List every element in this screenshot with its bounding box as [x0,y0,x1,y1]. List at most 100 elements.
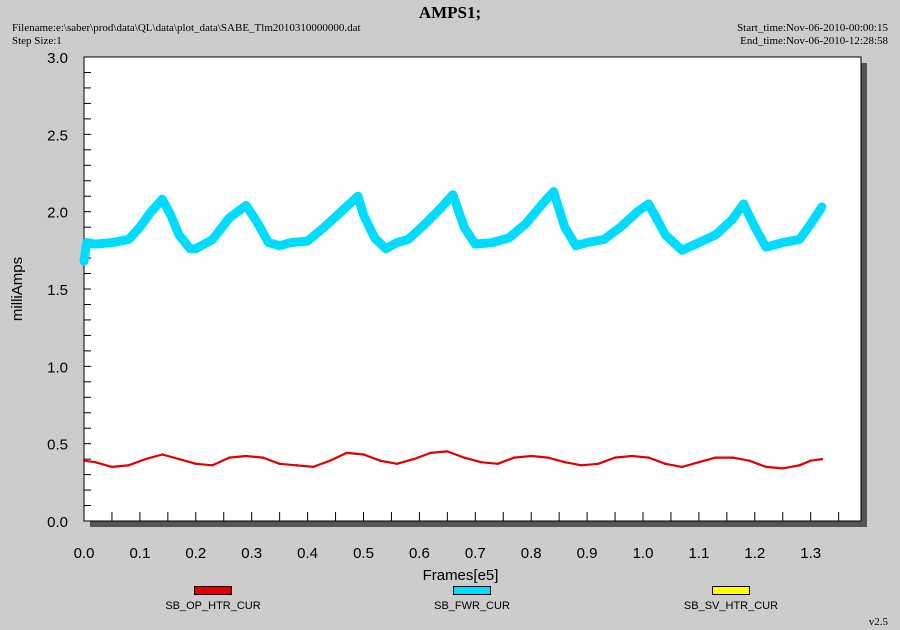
data-point-sb-fwr-cur [83,239,90,246]
data-point-sb-fwr-cur [461,224,468,231]
data-point-sb-fwr-cur [371,234,378,241]
y-tick-label: 1.5 [47,282,68,299]
data-point-sb-fwr-cur [539,200,546,207]
data-point-sb-fwr-cur [276,242,283,249]
data-point-sb-op-htr-cur [244,454,248,458]
data-point-sb-op-htr-cur [161,453,164,456]
data-point-sb-fwr-cur [136,224,143,231]
data-point-sb-op-htr-cur [479,461,483,464]
data-point-sb-fwr-cur [108,239,115,246]
legend-label: SB_SV_HTR_CUR [683,600,779,612]
data-point-sb-fwr-cur [762,244,769,251]
x-tick-label: 1.2 [744,545,765,562]
data-point-sb-op-htr-cur [328,459,332,462]
data-point-sb-op-htr-cur [127,464,130,467]
series-line-sb-op-htr-cur [82,450,823,470]
x-tick-label: 1.1 [688,545,709,562]
chart-title: AMPS1; [418,3,482,22]
data-point-sb-fwr-cur [209,236,216,243]
data-point-sb-op-htr-cur [563,461,566,464]
data-point-sb-op-htr-cur [93,461,97,464]
data-point-sb-op-htr-cur [429,451,432,455]
data-point-sb-op-htr-cur [781,467,784,470]
data-point-sb-op-htr-cur [820,457,824,461]
data-point-sb-op-htr-cur [177,457,181,461]
data-point-sb-op-htr-cur [731,456,734,459]
data-point-sb-fwr-cur [354,193,361,200]
x-tick-label: 0.7 [465,545,486,562]
data-point-sb-op-htr-cur [345,451,348,455]
data-point-sb-fwr-cur [561,224,568,231]
y-tick-label: 0.5 [47,437,68,454]
data-point-sb-fwr-cur [679,247,686,254]
data-point-sb-fwr-cur [394,239,401,246]
y-tick-label: 2.0 [47,205,68,222]
data-point-sb-fwr-cur [321,224,328,231]
data-point-sb-fwr-cur [304,238,311,245]
data-point-sb-op-htr-cur [311,465,315,469]
data-point-sb-fwr-cur [600,236,607,243]
data-point-sb-fwr-cur [265,239,272,246]
data-point-sb-op-htr-cur [529,454,533,458]
x-tick-label: 0.8 [521,545,542,562]
data-point-sb-fwr-cur [645,200,652,207]
x-tick-label: 0.5 [353,545,374,562]
data-point-sb-op-htr-cur [513,456,516,459]
y-axis-label: milliAmps [9,257,26,321]
data-point-sb-op-htr-cur [211,464,214,467]
data-point-sb-fwr-cur [751,224,758,231]
data-point-sb-fwr-cur [360,211,367,218]
legend-swatch [712,586,750,595]
data-point-sb-op-htr-cur [412,457,416,461]
data-point-sb-fwr-cur [159,196,166,203]
x-tick-label: 0.4 [297,545,318,562]
x-tick-label: 0.2 [185,545,206,562]
data-point-sb-fwr-cur [695,239,702,246]
data-point-sb-fwr-cur [662,231,669,238]
data-point-sb-op-htr-cur [194,462,197,465]
data-point-sb-fwr-cur [92,241,99,248]
data-point-sb-fwr-cur [148,208,155,215]
x-tick-label: 0.3 [241,545,262,562]
data-point-sb-op-htr-cur [580,464,583,467]
x-tick-label: 0.0 [74,545,95,562]
data-point-sb-op-htr-cur [809,459,812,462]
data-point-sb-fwr-cur [421,221,428,228]
data-point-sb-fwr-cur [438,204,445,211]
data-point-sb-fwr-cur [617,224,624,231]
data-point-sb-fwr-cur [382,245,389,252]
data-point-sb-fwr-cur [81,258,87,265]
version-label: v2.5 [868,616,888,628]
data-point-sb-op-htr-cur [697,461,701,464]
data-point-sb-op-htr-cur [446,450,449,453]
data-point-sb-op-htr-cur [546,456,550,459]
x-axis-label: Frames[e5] [423,567,499,584]
data-point-sb-fwr-cur [550,188,557,195]
data-point-sb-fwr-cur [522,221,529,228]
data-point-sb-op-htr-cur [362,453,365,456]
filename-label: Filename:e:\saber\prod\data\QL\data\plot… [12,22,361,34]
y-tick-label: 0.0 [47,514,68,531]
data-point-sb-op-htr-cur [630,454,634,458]
data-point-sb-op-htr-cur [261,456,265,459]
data-point-sb-op-htr-cur [714,456,717,459]
data-point-sb-fwr-cur [287,239,294,246]
data-point-sb-fwr-cur [176,231,183,238]
y-tick-label: 1.0 [47,359,68,376]
data-point-sb-fwr-cur [712,231,719,238]
data-point-sb-fwr-cur [243,202,250,209]
x-tick-label: 0.6 [409,545,430,562]
data-point-sb-fwr-cur [634,208,641,215]
data-point-sb-op-htr-cur [228,456,231,459]
y-tick-label: 2.5 [47,127,68,144]
data-point-sb-fwr-cur [254,219,261,226]
data-point-sb-op-htr-cur [798,464,801,467]
data-point-sb-op-htr-cur [597,462,600,465]
data-point-sb-op-htr-cur [144,457,147,461]
x-tick-label: 0.1 [129,545,150,562]
data-point-sb-fwr-cur [167,211,174,218]
data-point-sb-op-htr-cur [278,462,281,465]
data-point-sb-fwr-cur [807,221,814,228]
x-tick-label: 0.9 [577,545,598,562]
x-tick-label: 1.3 [800,545,821,562]
